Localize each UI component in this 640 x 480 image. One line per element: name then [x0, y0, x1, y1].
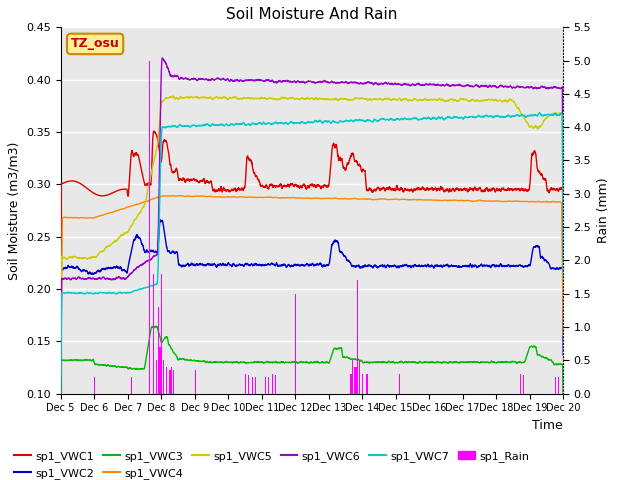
Y-axis label: Soil Moisture (m3/m3): Soil Moisture (m3/m3): [8, 141, 20, 280]
Text: TZ_osu: TZ_osu: [71, 37, 120, 50]
X-axis label: Time: Time: [532, 419, 563, 432]
Title: Soil Moisture And Rain: Soil Moisture And Rain: [227, 7, 397, 22]
Legend: sp1_VWC1, sp1_VWC2, sp1_VWC3, sp1_VWC4, sp1_VWC5, sp1_VWC6, sp1_VWC7, sp1_Rain: sp1_VWC1, sp1_VWC2, sp1_VWC3, sp1_VWC4, …: [10, 447, 534, 480]
Y-axis label: Rain (mm): Rain (mm): [597, 178, 610, 243]
